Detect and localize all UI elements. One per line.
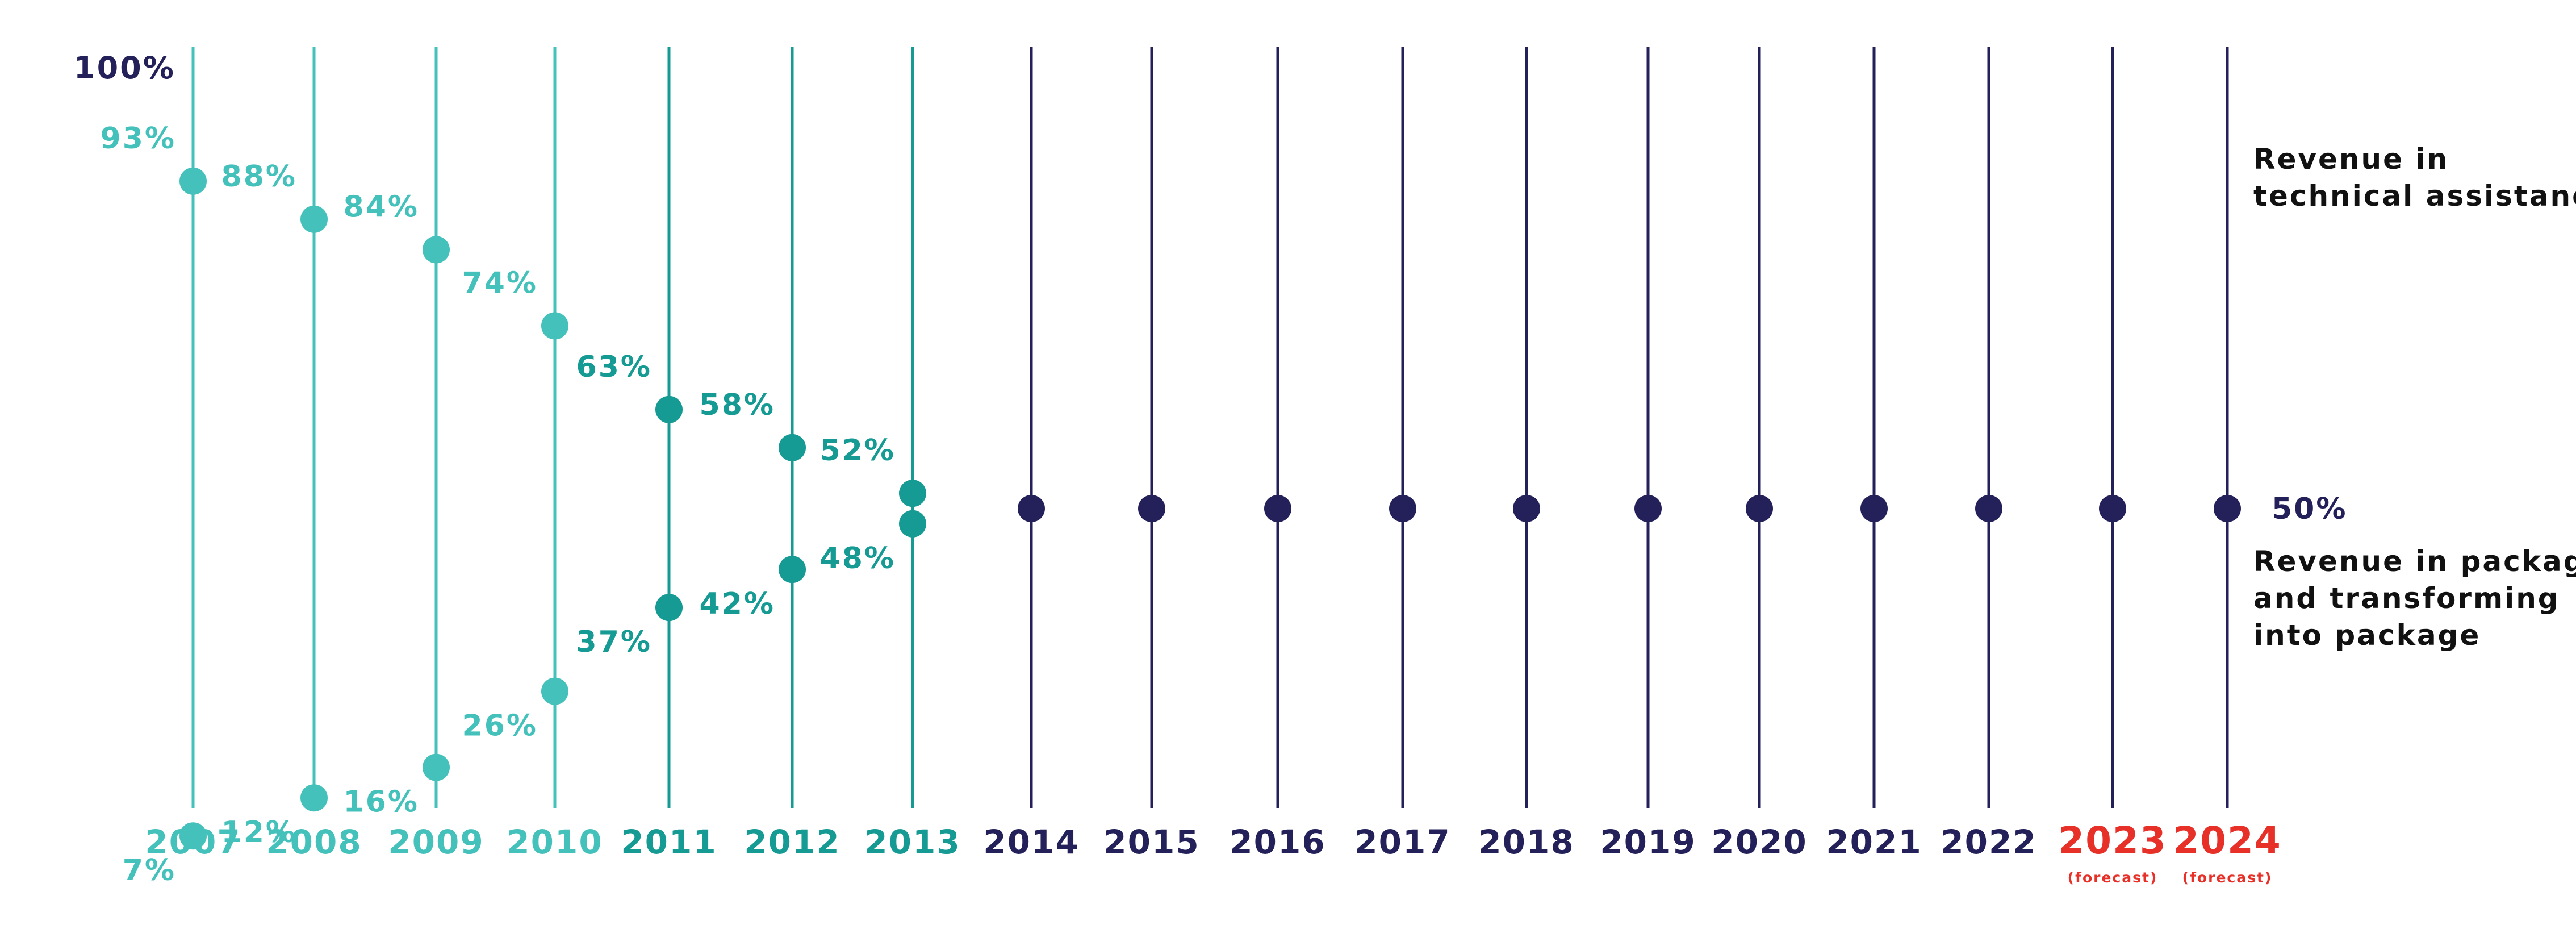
label-technical-2013: 52% bbox=[820, 434, 896, 468]
year-lines bbox=[191, 47, 2229, 808]
marker-technical-2014 bbox=[1018, 495, 1045, 522]
year-label-2013: 2013 bbox=[864, 823, 960, 861]
label-technical-2009: 84% bbox=[344, 190, 419, 224]
legend-top: Revenue in technical assistance bbox=[2253, 143, 2576, 213]
year-label-2022: 2022 bbox=[1941, 823, 2036, 861]
marker-technical-2008 bbox=[300, 205, 328, 233]
year-label-2017: 2017 bbox=[1354, 823, 1450, 861]
marker-package-2011 bbox=[655, 594, 683, 622]
year-label-2024: 2024 bbox=[2173, 819, 2282, 863]
marker-technical-2021 bbox=[1860, 495, 1888, 522]
marker-technical-2023 bbox=[2099, 495, 2126, 522]
label-package-2011: 37% bbox=[576, 625, 652, 659]
marker-package-2009 bbox=[423, 753, 450, 781]
label-package-2008: 12% bbox=[221, 815, 297, 849]
marker-technical-2018 bbox=[1513, 495, 1540, 522]
year-label-2014: 2014 bbox=[983, 823, 1079, 861]
merged-value-label: 50% bbox=[2272, 492, 2347, 526]
forecast-note-2023: (forecast) bbox=[2068, 869, 2158, 886]
marker-package-2012 bbox=[779, 556, 806, 584]
label-package-2010: 26% bbox=[462, 709, 538, 743]
label-package-2013: 48% bbox=[820, 541, 896, 576]
y-axis-top-label: 100% bbox=[74, 50, 175, 86]
marker-technical-2013 bbox=[899, 480, 926, 507]
legend-bottom-line-2: and transforming bbox=[2253, 582, 2560, 615]
year-label-2010: 2010 bbox=[507, 823, 603, 861]
year-label-2020: 2020 bbox=[1711, 823, 1807, 861]
year-label-2018: 2018 bbox=[1478, 823, 1574, 861]
year-label-2008: 2008 bbox=[266, 823, 362, 861]
label-package-2009: 16% bbox=[344, 785, 419, 819]
marker-technical-2019 bbox=[1634, 495, 1662, 522]
marker-technical-2022 bbox=[1975, 495, 2002, 522]
year-label-2007: 2007 bbox=[145, 823, 241, 861]
marker-technical-2020 bbox=[1746, 495, 1773, 522]
marker-technical-2024 bbox=[2214, 495, 2241, 522]
marker-technical-2011 bbox=[655, 395, 683, 423]
marker-package-2010 bbox=[541, 677, 568, 705]
year-label-2023: 2023 bbox=[2058, 819, 2167, 863]
label-technical-2012: 58% bbox=[700, 388, 775, 422]
legend-bottom: Revenue in package and transforming into… bbox=[2253, 545, 2576, 652]
marker-technical-2007 bbox=[179, 167, 207, 195]
year-label-2015: 2015 bbox=[1103, 823, 1199, 861]
legend-bottom-line-1: Revenue in package bbox=[2253, 545, 2576, 578]
marker-package-2008 bbox=[300, 784, 328, 812]
percent-labels: 93% 7% 88% 12% 84% 16% 74% 26% 63% 37% 58% 42% 52% 48… bbox=[101, 122, 896, 888]
label-technical-2007: 93% bbox=[101, 122, 176, 156]
label-technical-2011: 63% bbox=[576, 350, 652, 384]
year-label-2021: 2021 bbox=[1826, 823, 1922, 861]
legend-bottom-line-3: into package bbox=[2253, 619, 2481, 652]
year-label-2009: 2009 bbox=[388, 823, 484, 861]
marker-technical-2017 bbox=[1389, 495, 1416, 522]
legend-top-line-1: Revenue in bbox=[2253, 143, 2449, 176]
year-label-2012: 2012 bbox=[744, 823, 840, 861]
marker-technical-2016 bbox=[1264, 495, 1291, 522]
marker-technical-2009 bbox=[423, 236, 450, 264]
legend-top-line-2: technical assistance bbox=[2253, 180, 2576, 213]
forecast-note-2024: (forecast) bbox=[2182, 869, 2273, 886]
label-package-2007: 7% bbox=[123, 853, 176, 888]
year-labels: 2007 2008 2009 2010 2011 2012 2013 2014 2015 2016… bbox=[145, 819, 2282, 886]
marker-package-2007 bbox=[179, 822, 207, 850]
data-markers bbox=[179, 167, 2241, 850]
year-label-2011: 2011 bbox=[621, 823, 717, 861]
marker-package-2013 bbox=[899, 510, 926, 538]
year-label-2016: 2016 bbox=[1230, 823, 1325, 861]
marker-technical-2012 bbox=[779, 434, 806, 461]
label-technical-2010: 74% bbox=[462, 266, 538, 300]
marker-technical-2015 bbox=[1138, 495, 1165, 522]
label-technical-2008: 88% bbox=[221, 160, 297, 194]
year-label-2019: 2019 bbox=[1600, 823, 1696, 861]
label-package-2012: 42% bbox=[700, 587, 775, 621]
marker-technical-2010 bbox=[541, 312, 568, 340]
